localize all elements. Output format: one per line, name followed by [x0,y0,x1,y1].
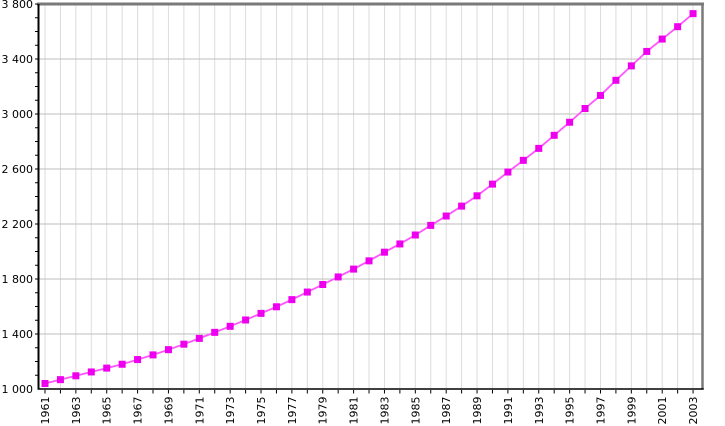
data-point-marker [272,303,280,311]
y-axis-tick-label: 3 800 [2,0,34,11]
x-axis-tick-label: 1983 [378,397,391,425]
x-axis-tick-label: 1977 [286,397,299,425]
data-point-marker [612,76,620,84]
x-axis-tick-label: 1969 [162,397,175,425]
data-point-marker [288,296,296,304]
data-point-marker [550,131,558,139]
x-axis-tick-label: 1993 [533,397,546,425]
data-point-marker [596,91,604,99]
x-axis-tick-label: 1967 [132,397,145,425]
data-point-marker [103,364,111,372]
data-point-marker [350,265,358,273]
data-point-marker [442,212,450,220]
x-axis-tick-label: 1997 [594,397,607,425]
x-axis-tick-label: 2003 [687,397,700,425]
x-axis-tick-label: 2001 [656,397,669,425]
data-point-marker [134,356,142,364]
data-point-marker [458,202,466,210]
data-point-marker [535,144,543,152]
data-point-marker [411,231,419,239]
y-axis-tick-label: 1 800 [2,273,34,286]
x-axis-tick-label: 1975 [255,397,268,425]
data-point-marker [689,10,697,18]
data-point-marker [56,376,64,384]
x-axis-tick-label: 1995 [564,397,577,425]
x-axis-tick-label: 1991 [502,397,515,425]
x-axis-tick-label: 1961 [39,397,52,425]
data-point-marker [164,346,172,354]
data-point-marker [118,360,126,368]
data-point-marker [334,273,342,281]
data-point-marker [180,340,188,348]
x-axis-tick-label: 1985 [409,397,422,425]
data-point-marker [658,35,666,43]
data-point-marker [87,368,95,376]
x-axis-tick-label: 1999 [625,397,638,425]
data-point-marker [72,372,80,380]
data-point-marker [303,288,311,296]
data-point-marker [365,257,373,265]
data-point-marker [566,118,574,126]
y-axis-tick-label: 1 000 [2,383,34,396]
data-point-marker [226,322,234,330]
y-axis-tick-label: 2 200 [2,218,34,231]
y-axis-tick-label: 2 600 [2,163,34,176]
data-point-marker [41,380,49,387]
data-point-marker [380,248,388,256]
data-point-marker [674,23,682,31]
x-axis-tick-label: 1981 [348,397,361,425]
x-axis-tick-label: 1979 [317,397,330,425]
data-point-marker [427,221,435,229]
data-point-marker [643,47,651,55]
y-axis-tick-label: 3 400 [2,53,34,66]
x-axis-tick-label: 1973 [224,397,237,425]
data-point-marker [242,316,250,324]
y-axis-tick-label: 1 400 [2,328,34,341]
data-point-marker [211,328,219,336]
y-axis-tick-label: 3 000 [2,108,34,121]
x-axis-tick-label: 1963 [70,397,83,425]
data-point-marker [627,62,635,70]
x-axis-tick-label: 1971 [193,397,206,425]
data-point-marker [396,240,404,248]
data-point-marker [473,192,481,200]
data-point-marker [149,351,157,359]
data-point-marker [257,309,265,317]
data-point-marker [319,281,327,288]
x-axis-tick-label: 1965 [101,397,114,425]
data-point-marker [519,156,527,164]
data-point-marker [195,334,203,342]
data-point-marker [504,168,512,176]
x-axis-tick-label: 1987 [440,397,453,425]
data-point-marker [581,105,589,112]
data-point-marker [488,180,496,188]
x-axis-tick-label: 1989 [471,397,484,425]
